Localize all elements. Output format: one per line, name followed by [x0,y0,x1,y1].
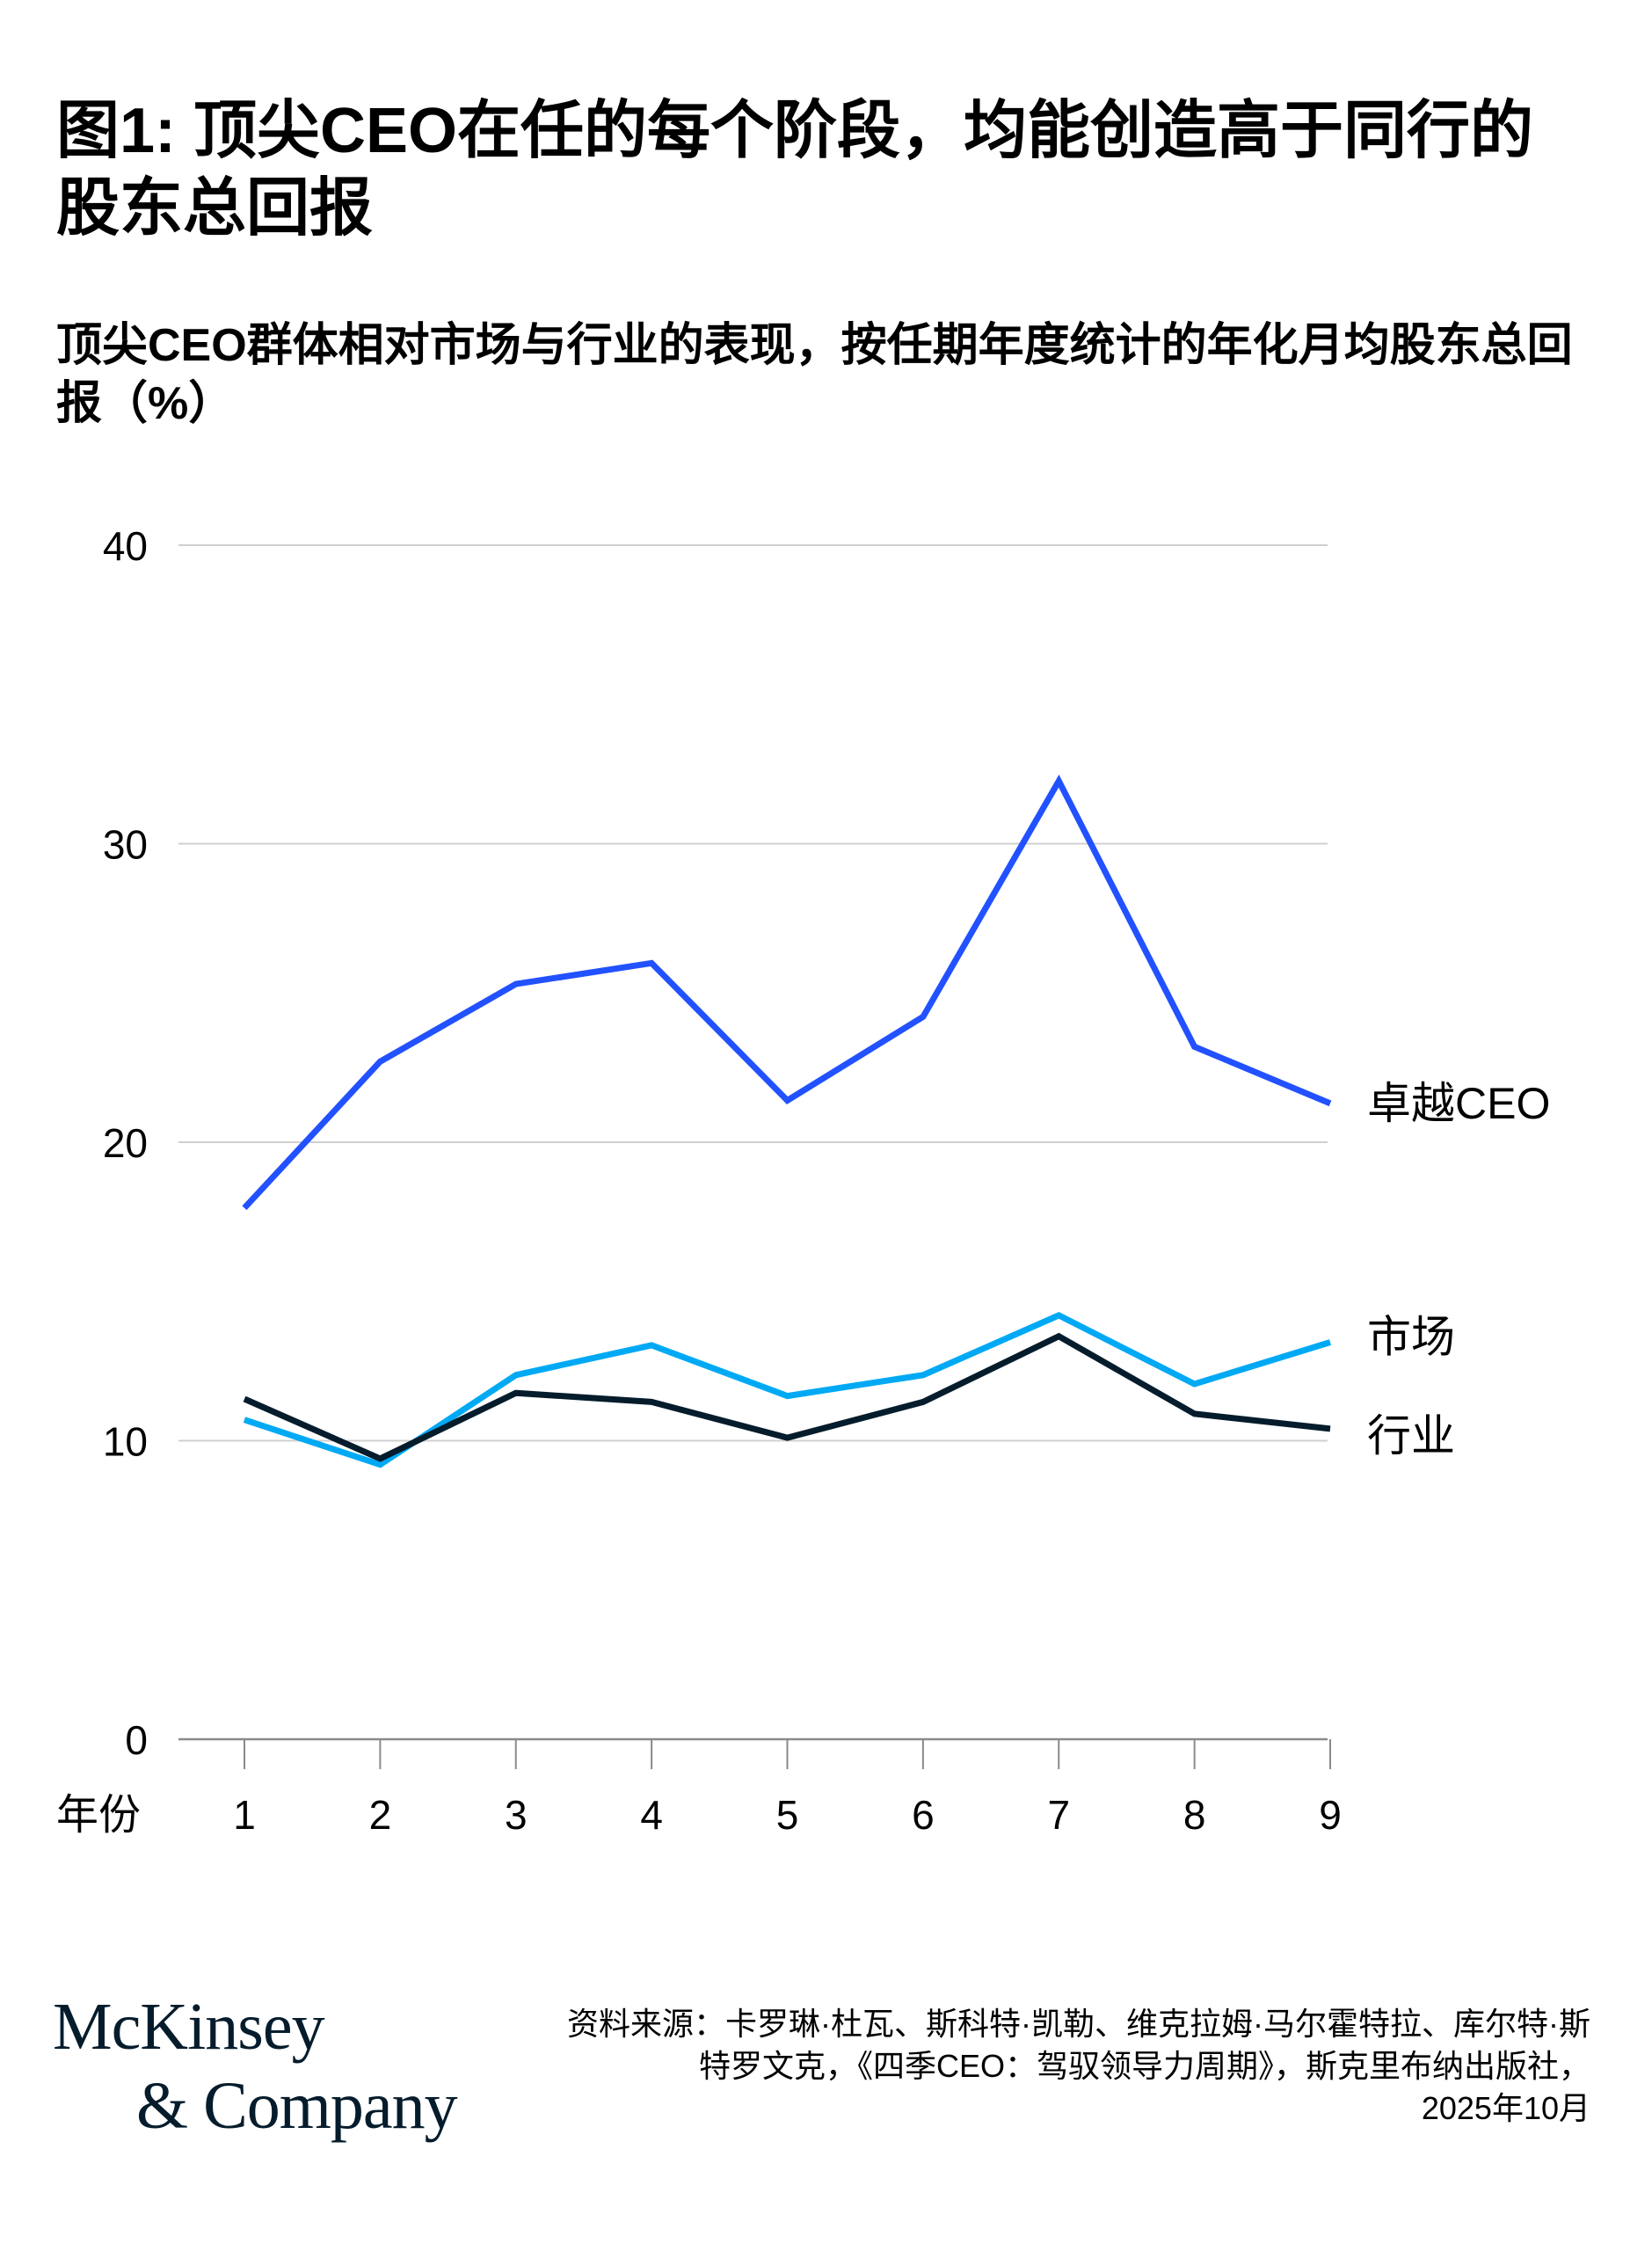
y-tick-label: 0 [125,1717,148,1763]
series-label: 市场 [1367,1312,1455,1361]
x-tick-label: 9 [1319,1792,1342,1838]
chart-subtitle: 顶尖CEO群体相对市场与行业的表现，按任期年度统计的年化月均股东总回报（%） [56,320,1573,429]
x-tick-label: 3 [505,1792,528,1838]
source-text: 资料来源：卡罗琳·杜瓦、斯科特·凯勒、维克拉姆·马尔霍特拉、库尔特·斯特罗文克，… [567,2006,1590,2084]
x-axis-label: 年份 [56,1792,141,1839]
y-tick-label: 20 [103,1120,148,1166]
y-tick-label: 40 [103,523,148,569]
source-note: 资料来源：卡罗琳·杜瓦、斯科特·凯勒、维克拉姆·马尔霍特拉、库尔特·斯特罗文克，… [553,2003,1590,2130]
x-tick-label: 6 [912,1792,935,1838]
x-tick-label: 7 [1047,1792,1070,1838]
x-tick-label: 2 [369,1792,392,1838]
x-tick-label: 5 [776,1792,799,1838]
logo-line-2: & Company [136,2069,458,2143]
x-tick-label: 4 [640,1792,663,1838]
mckinsey-logo: McKinsey & Company [53,1987,510,2163]
series-line-top-ceo [242,774,1332,1211]
series-line-industry [243,1332,1331,1462]
logo-line-1: McKinsey [53,1990,325,2064]
page-title: 图1: 顶尖CEO在任的每个阶段，均能创造高于同行的股东总回报 [56,96,1534,244]
series-label: 卓越CEO [1367,1079,1550,1128]
source-date: 2025年10月 [1421,2090,1590,2126]
x-tick-label: 8 [1183,1792,1206,1838]
y-tick-label: 30 [103,822,148,868]
x-axis: 1 2 3 4 5 6 7 8 9 年份 [56,1739,1342,1839]
y-tick-label: 10 [103,1419,148,1465]
series-lines [242,774,1332,1468]
x-tick-label: 1 [233,1792,256,1838]
gridlines: 0 10 20 30 40 [103,523,1328,1763]
series-label: 行业 [1367,1411,1455,1461]
